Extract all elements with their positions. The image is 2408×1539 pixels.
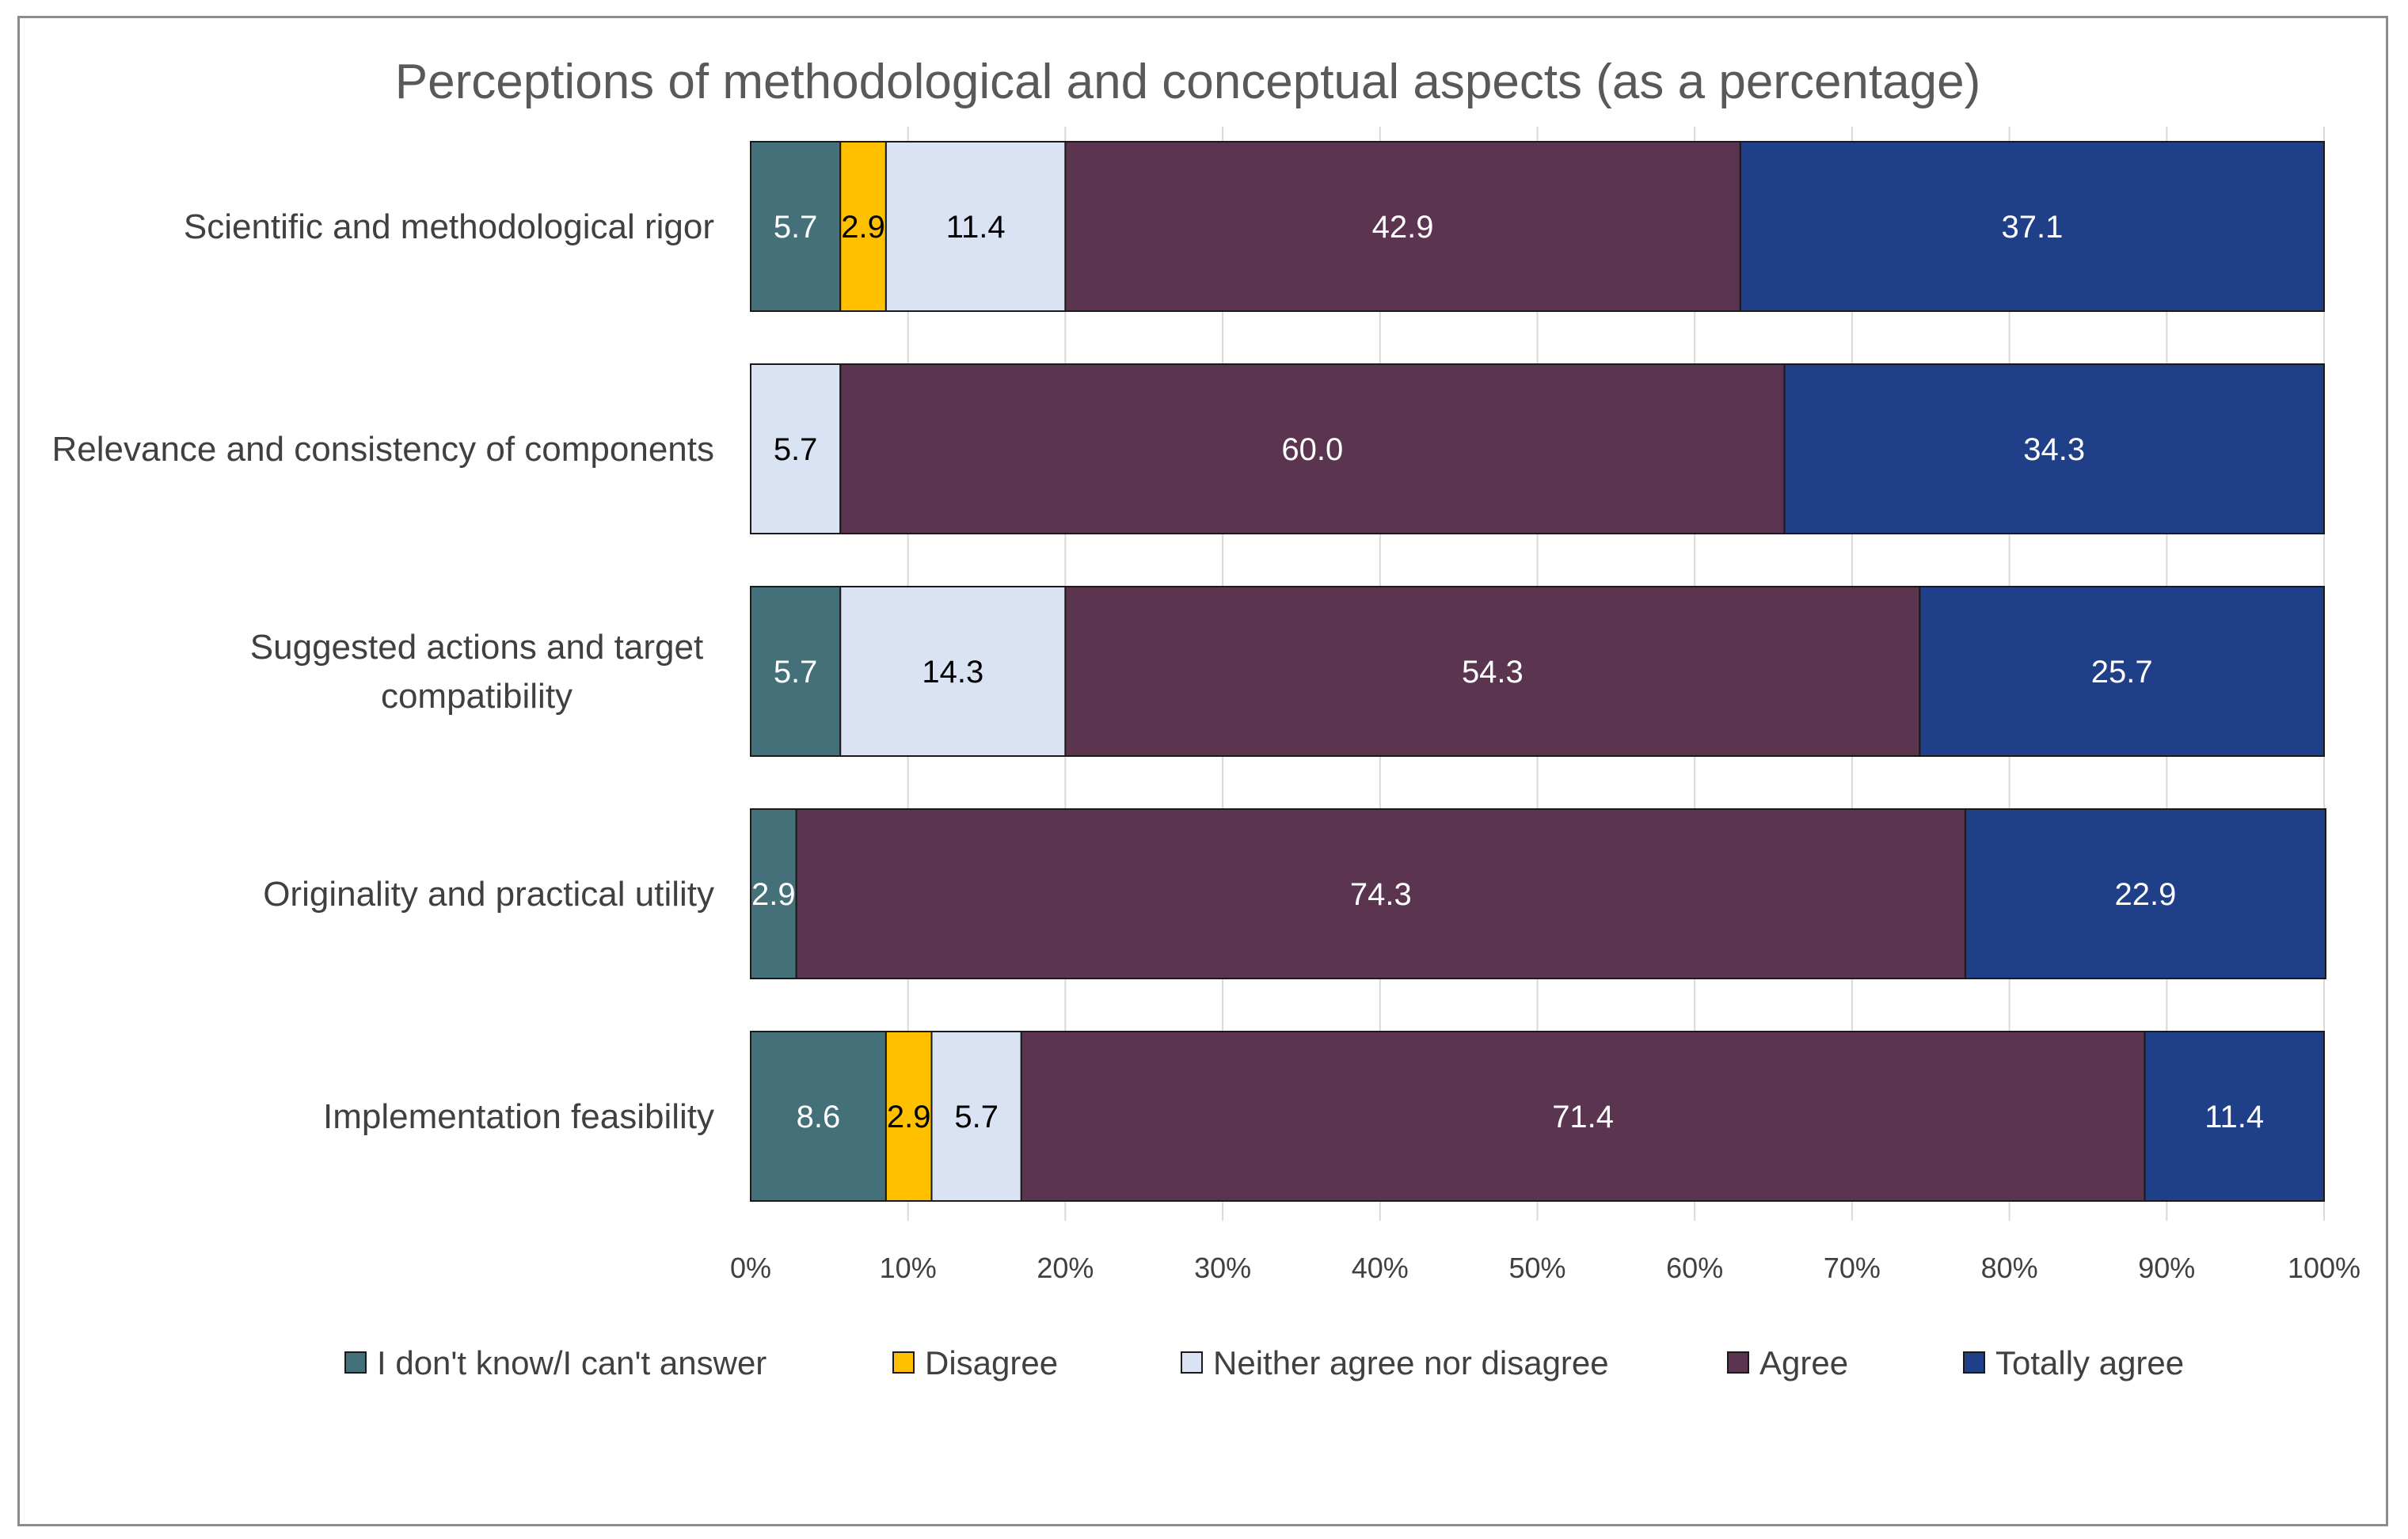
- bar-data-label: 60.0: [1281, 432, 1343, 467]
- legend-label: Agree: [1759, 1344, 1848, 1381]
- bar-data-label: 5.7: [774, 432, 818, 467]
- legend-swatch-agree: [1727, 1351, 1749, 1374]
- x-tick-label: 50%: [1508, 1252, 1565, 1284]
- category-label: Implementation feasibility: [323, 1097, 714, 1136]
- bar-segment-totally-agree: [1783, 363, 2325, 534]
- legend: I don't know/I can't answer Disagree Neith…: [344, 1344, 2184, 1381]
- bar-segment-totally-agree: [1919, 586, 2326, 757]
- bar-data-label: 11.4: [946, 210, 1006, 245]
- bar-data-label: 74.3: [1350, 877, 1412, 912]
- category-label: Relevance and consistency of components: [52, 430, 715, 469]
- bar-data-label: 71.4: [1552, 1100, 1614, 1134]
- bar-data-label: 25.7: [2091, 655, 2153, 690]
- bar-data-label: 34.3: [2023, 432, 2085, 467]
- category-label: Originality and practical utility: [263, 875, 714, 914]
- category-labels: Scientific and methodological rigor Relev…: [52, 207, 715, 1136]
- legend-swatch-i-don-t-know-i-can-t-answer: [344, 1351, 367, 1374]
- x-axis-ticks: 0% 10% 20% 30% 40% 50% 60% 70% 80% 90% 100%: [730, 1252, 2360, 1284]
- x-tick-label: 20%: [1037, 1252, 1094, 1284]
- bar-data-label: 2.9: [751, 877, 796, 912]
- bar-data-label: 5.7: [954, 1100, 999, 1134]
- bar-segment-i-don-t-know-i-can-t-answer: [750, 808, 797, 979]
- bar-data-label: 11.4: [2204, 1100, 2264, 1134]
- bar-segment-agree: [839, 363, 1786, 534]
- bar-segment-totally-agree: [2144, 1031, 2325, 1202]
- bar-segment-disagree: [839, 141, 887, 312]
- x-tick-label: 90%: [2138, 1252, 2195, 1284]
- bar-segment-neither-agree-nor-disagree: [930, 1031, 1022, 1202]
- category-label: Suggested actions and target: [250, 628, 703, 667]
- bar-data-label: 2.9: [887, 1100, 931, 1134]
- bar-data-label: 37.1: [2001, 210, 2063, 245]
- bar-data-label: 8.6: [797, 1100, 841, 1134]
- bar-segment-agree: [1020, 1031, 2146, 1202]
- bar-labels: 5.7 2.9 11.4 42.9 37.1 5.7 60.0 34.3 5.7 14.3 54.3…: [751, 210, 2264, 1134]
- chart-title: Perceptions of methodological and concep…: [395, 55, 1980, 109]
- legend-label: Disagree: [925, 1344, 1058, 1381]
- legend-swatch-neither-agree-nor-disagree: [1181, 1351, 1203, 1374]
- x-tick-label: 100%: [2288, 1252, 2360, 1284]
- x-tick-label: 60%: [1666, 1252, 1723, 1284]
- x-tick-label: 80%: [1981, 1252, 2038, 1284]
- x-tick-label: 0%: [730, 1252, 771, 1284]
- bar-segment-neither-agree-nor-disagree: [884, 141, 1067, 312]
- bar-segment-totally-agree: [1739, 141, 2325, 312]
- legend-label: Neither agree nor disagree: [1213, 1344, 1609, 1381]
- x-tick-label: 70%: [1824, 1252, 1881, 1284]
- bar-segment-i-don-t-know-i-can-t-answer: [750, 586, 842, 757]
- bar-segment-agree: [1064, 141, 1741, 312]
- bar-data-label: 5.7: [774, 210, 818, 245]
- legend-label: I don't know/I can't answer: [377, 1344, 767, 1381]
- legend-swatch-disagree: [892, 1351, 915, 1374]
- category-label: Scientific and methodological rigor: [184, 207, 714, 246]
- bar-data-label: 14.3: [922, 655, 983, 690]
- bar-data-label: 54.3: [1462, 655, 1524, 690]
- category-label: compatibility: [381, 677, 573, 716]
- x-tick-label: 40%: [1352, 1252, 1409, 1284]
- bar-segment-agree: [1064, 586, 1921, 757]
- bar-data-label: 2.9: [841, 210, 885, 245]
- bar-data-label: 5.7: [774, 655, 818, 690]
- x-tick-label: 30%: [1194, 1252, 1251, 1284]
- legend-label: Totally agree: [1995, 1344, 2184, 1381]
- bar-data-label: 22.9: [2115, 877, 2177, 912]
- bars: [750, 141, 2326, 1202]
- bar-segment-neither-agree-nor-disagree: [839, 586, 1067, 757]
- bar-segment-totally-agree: [1964, 808, 2326, 979]
- legend-swatch-totally-agree: [1963, 1351, 1985, 1374]
- bar-segment-neither-agree-nor-disagree: [750, 363, 842, 534]
- bar-data-label: 42.9: [1372, 210, 1434, 245]
- bar-segment-agree: [795, 808, 1966, 979]
- bar-segment-i-don-t-know-i-can-t-answer: [750, 1031, 887, 1202]
- bar-segment-disagree: [884, 1031, 933, 1202]
- bar-segment-i-don-t-know-i-can-t-answer: [750, 141, 842, 312]
- x-tick-label: 10%: [880, 1252, 937, 1284]
